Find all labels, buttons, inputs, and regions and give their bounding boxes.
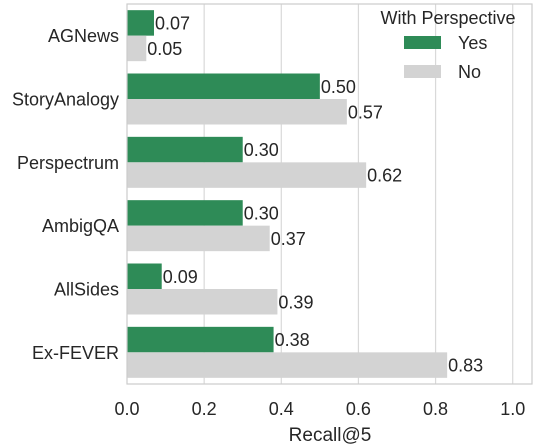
data-label: 0.62 [367,166,402,186]
value-axis: 0.0 0.2 0.4 0.6 0.8 1.0 [114,399,525,419]
plot-frame [126,3,533,385]
x-axis-title: Recall@5 [289,425,372,446]
bar-no-allsides [127,289,278,315]
category-label: StoryAnalogy [12,90,119,110]
data-label: 0.39 [278,292,313,312]
x-tick-label: 1.0 [500,399,525,419]
data-label: 0.37 [271,229,306,249]
x-tick-label: 0.8 [423,399,448,419]
bars [127,10,448,378]
data-label: 0.05 [147,39,182,59]
legend-swatch-yes [404,36,441,49]
bar-yes-agnews [127,10,154,36]
data-label: 0.50 [321,77,356,97]
category-label: Perspectrum [17,153,119,173]
data-label: 0.57 [348,102,383,122]
legend-swatch-no [404,65,441,78]
category-label: AGNews [48,26,119,46]
data-label: 0.30 [244,140,279,160]
legend-title: With Perspective [380,8,515,28]
plot-frame-border [126,3,533,385]
data-label: 0.30 [244,203,279,223]
x-tick-label: 0.6 [346,399,371,419]
data-labels: 0.07 0.05 0.50 0.57 0.30 0.62 0.30 0.37 0.09 0.39… [147,13,483,375]
bar-yes-storyanalogy [127,73,320,99]
bar-yes-ex-fever [127,326,274,353]
bar-yes-ambigqa [127,200,243,226]
bar-yes-perspectrum [127,136,243,163]
bar-no-storyanalogy [127,99,347,125]
category-label: AllSides [54,280,119,300]
bar-no-perspectrum [127,162,367,188]
category-label: Ex-FEVER [32,343,119,363]
category-label: AmbigQA [42,216,119,236]
category-axis: AGNews StoryAnalogy Perspectrum AmbigQA AllS… [12,26,119,363]
data-label: 0.07 [155,13,190,33]
legend-label-yes: Yes [458,33,487,53]
data-label: 0.09 [163,267,198,287]
legend-label-no: No [458,62,481,82]
legend: With Perspective Yes No [380,8,515,82]
data-label: 0.83 [448,356,483,376]
x-tick-label: 0.0 [114,399,139,419]
bar-no-ex-fever [127,352,448,378]
bar-no-agnews [127,35,147,62]
x-tick-label: 0.2 [192,399,217,419]
bar-no-ambigqa [127,225,270,252]
x-tick-label: 0.4 [269,399,294,419]
data-label: 0.38 [275,330,310,350]
bar-yes-allsides [127,263,162,289]
